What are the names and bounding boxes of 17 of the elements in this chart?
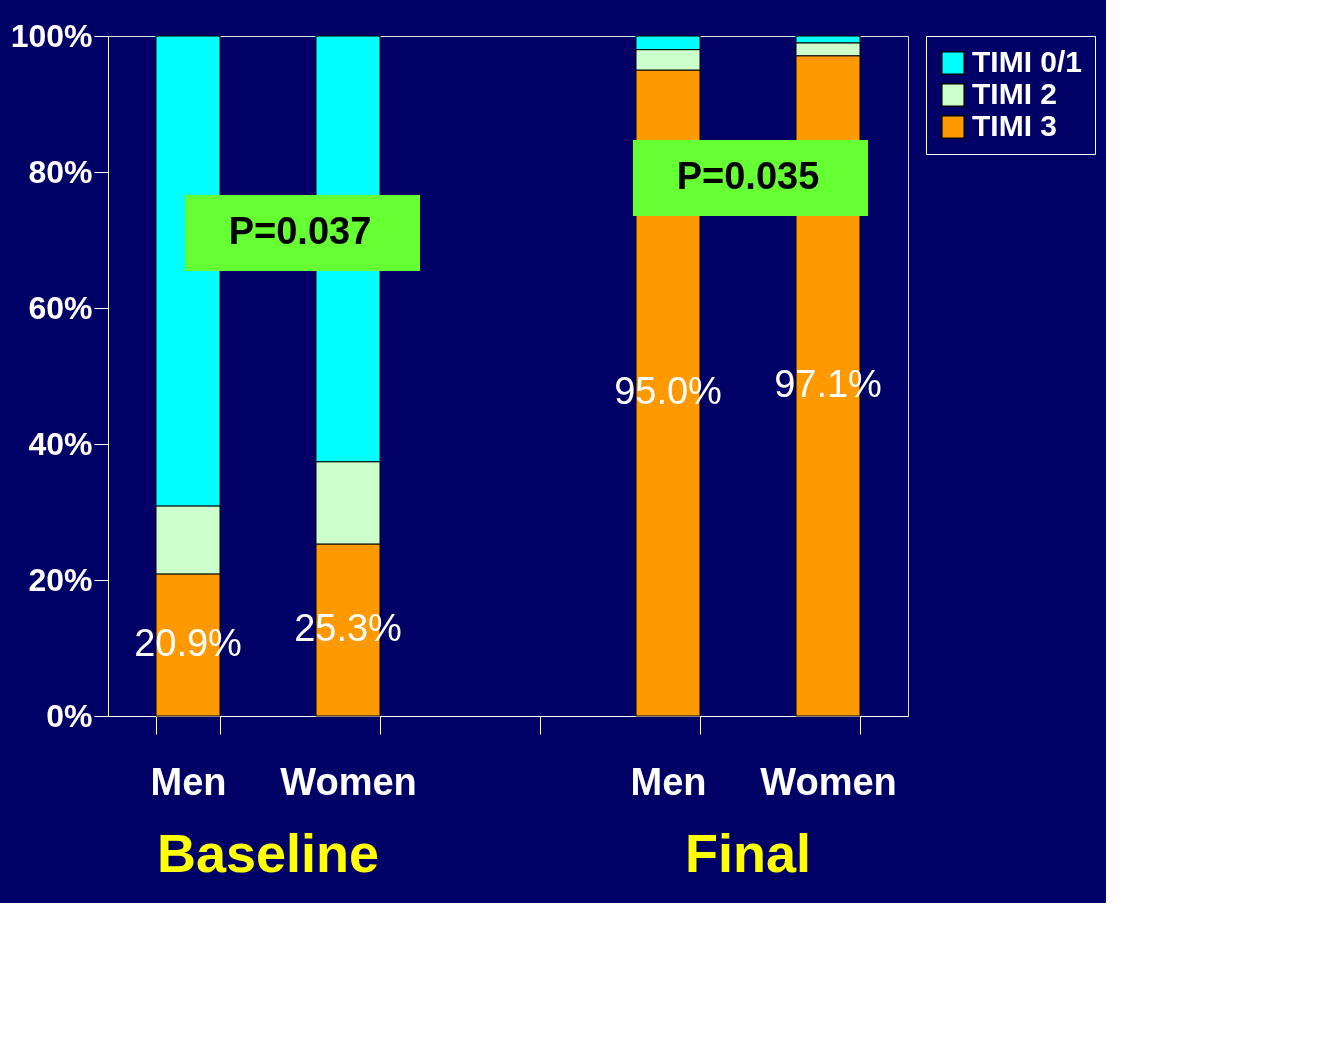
y-tick-label: 80%: [28, 153, 93, 190]
x-tick-label: Men: [150, 760, 227, 803]
annotation: P=0.035: [676, 155, 820, 197]
y-tick-label: 0%: [46, 697, 93, 734]
annotation: P=0.037: [228, 210, 372, 252]
text: Final: [684, 823, 812, 883]
text: Baseline: [156, 823, 380, 883]
x-tick-label: Men: [630, 760, 707, 803]
legend-label: TIMI 0/1: [972, 45, 1083, 78]
legend-label: TIMI 2: [972, 77, 1058, 110]
legend-label: TIMI 3: [972, 109, 1058, 142]
y-tick-label: 40%: [28, 425, 93, 462]
x-tick-label: Women: [760, 760, 897, 803]
y-tick-label: 20%: [28, 561, 93, 598]
y-tick-label: 100%: [10, 17, 93, 54]
x-tick-label: Women: [280, 760, 417, 803]
y-tick-label: 60%: [28, 289, 93, 326]
